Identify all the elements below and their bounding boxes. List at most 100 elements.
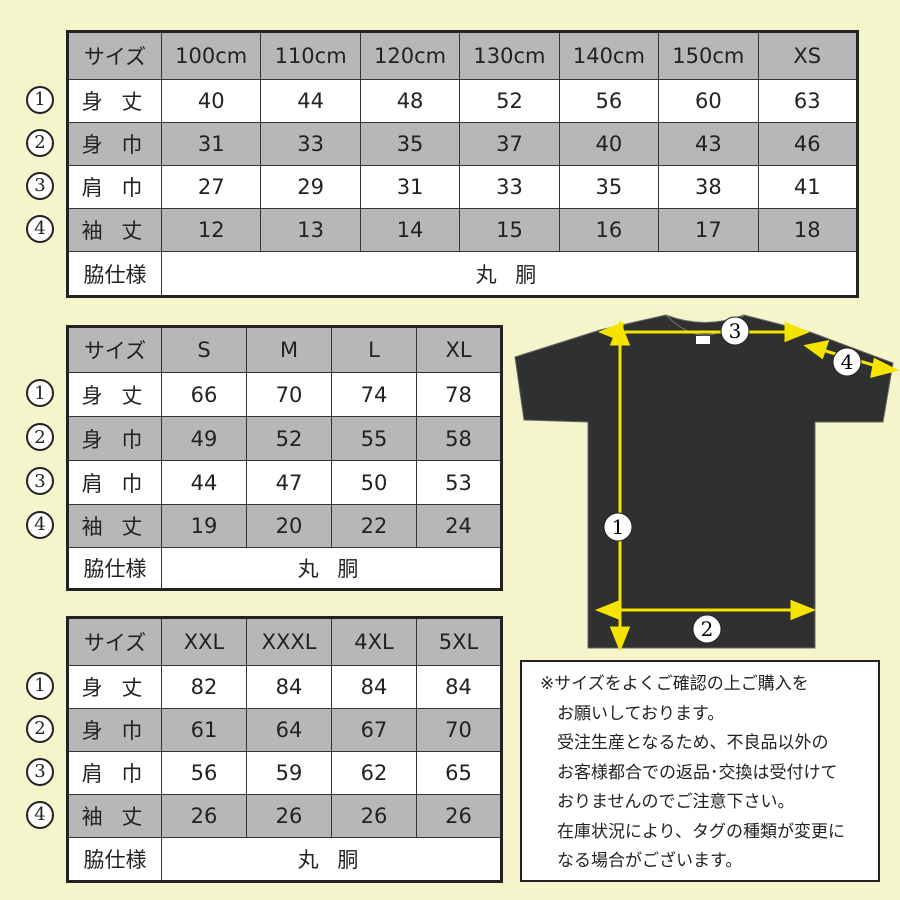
value-cell: 70 (416, 708, 502, 752)
row-label: 袖 丈 (67, 504, 162, 548)
header-cell: 140cm (558, 31, 660, 80)
header-cell: XXL (161, 617, 247, 666)
notice-line: 在庫状況により、タグの種類が変更に (540, 821, 845, 842)
row-number-marker: 4 (26, 214, 54, 243)
notice-line: お客様都合での返品･交換は受付けて (540, 762, 838, 783)
header-cell: 150cm (658, 31, 759, 80)
value-cell: 46 (757, 122, 858, 166)
value-cell: 62 (331, 751, 417, 795)
marker-3: 3 (720, 316, 750, 346)
header-cell: 130cm (459, 31, 560, 80)
value-cell: 33 (260, 122, 361, 166)
side-spec-label: 脇仕様 (67, 251, 162, 297)
header-row: サイズ 100cm 110cm 120cm 130cm 140cm 150cm XS (67, 31, 858, 80)
value-cell: 26 (246, 794, 332, 838)
header-cell: L (331, 326, 417, 373)
value-cell: 55 (331, 416, 417, 461)
notice-line: お願いしております。 (540, 703, 725, 724)
table-row: 肩 巾 27 29 31 33 35 38 41 (67, 165, 858, 209)
row-label: 肩 巾 (67, 165, 162, 209)
value-cell: 20 (246, 504, 332, 548)
value-cell: 14 (359, 208, 461, 252)
value-cell: 40 (558, 122, 660, 166)
row-number-marker: 1 (26, 671, 54, 700)
value-cell: 66 (161, 372, 247, 417)
value-cell: 19 (161, 504, 247, 548)
value-cell: 74 (331, 372, 417, 417)
side-spec-row: 脇仕様丸 胴 (67, 251, 858, 297)
value-cell: 35 (359, 122, 461, 166)
value-cell: 63 (757, 79, 858, 123)
row-label: 身 丈 (67, 79, 162, 123)
header-cell: サイズ (67, 326, 162, 373)
header-cell: XXXL (246, 617, 332, 666)
row-number-marker: 3 (26, 171, 54, 200)
table-row: 身 丈 40 44 48 52 56 60 63 (67, 79, 858, 123)
value-cell: 50 (331, 460, 417, 505)
header-cell: S (161, 326, 247, 373)
notice-line: なる場合がございます。 (540, 851, 743, 871)
value-cell: 38 (658, 165, 759, 209)
value-cell: 13 (260, 208, 361, 252)
header-cell: XL (416, 326, 502, 373)
value-cell: 41 (757, 165, 858, 209)
table-row: 身 巾 61 64 67 70 (67, 708, 502, 752)
side-spec-value: 丸 胴 (161, 251, 858, 297)
row-label: 身 巾 (67, 416, 162, 461)
value-cell: 58 (416, 416, 502, 461)
value-cell: 84 (416, 665, 502, 709)
value-cell: 12 (160, 208, 262, 252)
value-cell: 67 (331, 708, 417, 752)
value-cell: 18 (757, 208, 858, 252)
value-cell: 60 (658, 79, 759, 123)
value-cell: 16 (558, 208, 660, 252)
value-cell: 64 (246, 708, 332, 752)
value-cell: 53 (416, 460, 502, 505)
measure-arrows (594, 319, 900, 653)
row-number-marker: 4 (26, 800, 54, 829)
svg-text:4: 4 (841, 350, 854, 374)
header-cell: 100cm (160, 31, 262, 80)
value-cell: 52 (246, 416, 332, 461)
value-cell: 59 (246, 751, 332, 795)
value-cell: 26 (416, 794, 502, 838)
row-number-marker: 2 (26, 714, 54, 743)
value-cell: 31 (160, 122, 262, 166)
value-cell: 84 (246, 665, 332, 709)
value-cell: 26 (161, 794, 247, 838)
value-cell: 44 (161, 460, 247, 505)
size-table: サイズ S M L XL 身 丈 66 70 74 78 身 巾 49 52 55 58 肩 巾 44 47 50 5… (66, 325, 503, 591)
notice-line: ※サイズをよくご確認の上ご購入を (540, 674, 809, 694)
header-row: サイズ S M L XL (67, 326, 502, 373)
svg-text:3: 3 (729, 319, 742, 343)
row-number-marker: 4 (26, 510, 54, 539)
svg-text:1: 1 (612, 515, 625, 539)
value-cell: 56 (161, 751, 247, 795)
svg-text:2: 2 (701, 617, 714, 641)
value-cell: 27 (160, 165, 262, 209)
header-cell: M (246, 326, 332, 373)
notice-line: 受注生産となるため、不良品以外の (540, 733, 829, 753)
row-label: 身 巾 (67, 708, 162, 752)
value-cell: 78 (416, 372, 502, 417)
row-number-marker: 2 (26, 128, 54, 157)
header-cell: サイズ (67, 617, 162, 666)
row-number-marker: 3 (26, 757, 54, 786)
table-row: 肩 巾 44 47 50 53 (67, 460, 502, 505)
notice-line: おりませんのでご注意下さい。 (540, 792, 795, 812)
side-spec-row: 脇仕様丸 胴 (67, 547, 502, 590)
marker-4: 4 (832, 347, 862, 377)
table-row: 身 丈 66 70 74 78 (67, 372, 502, 417)
value-cell: 35 (558, 165, 660, 209)
row-number-marker: 1 (26, 85, 54, 114)
table-row: 身 丈 82 84 84 84 (67, 665, 502, 709)
value-cell: 40 (160, 79, 262, 123)
value-cell: 24 (416, 504, 502, 548)
table-row: 袖 丈 26 26 26 26 (67, 794, 502, 838)
value-cell: 52 (459, 79, 560, 123)
value-cell: 61 (161, 708, 247, 752)
value-cell: 84 (331, 665, 417, 709)
row-label: 身 丈 (67, 372, 162, 417)
table-row: 身 巾 31 33 35 37 40 43 46 (67, 122, 858, 166)
side-spec-label: 脇仕様 (67, 547, 162, 590)
